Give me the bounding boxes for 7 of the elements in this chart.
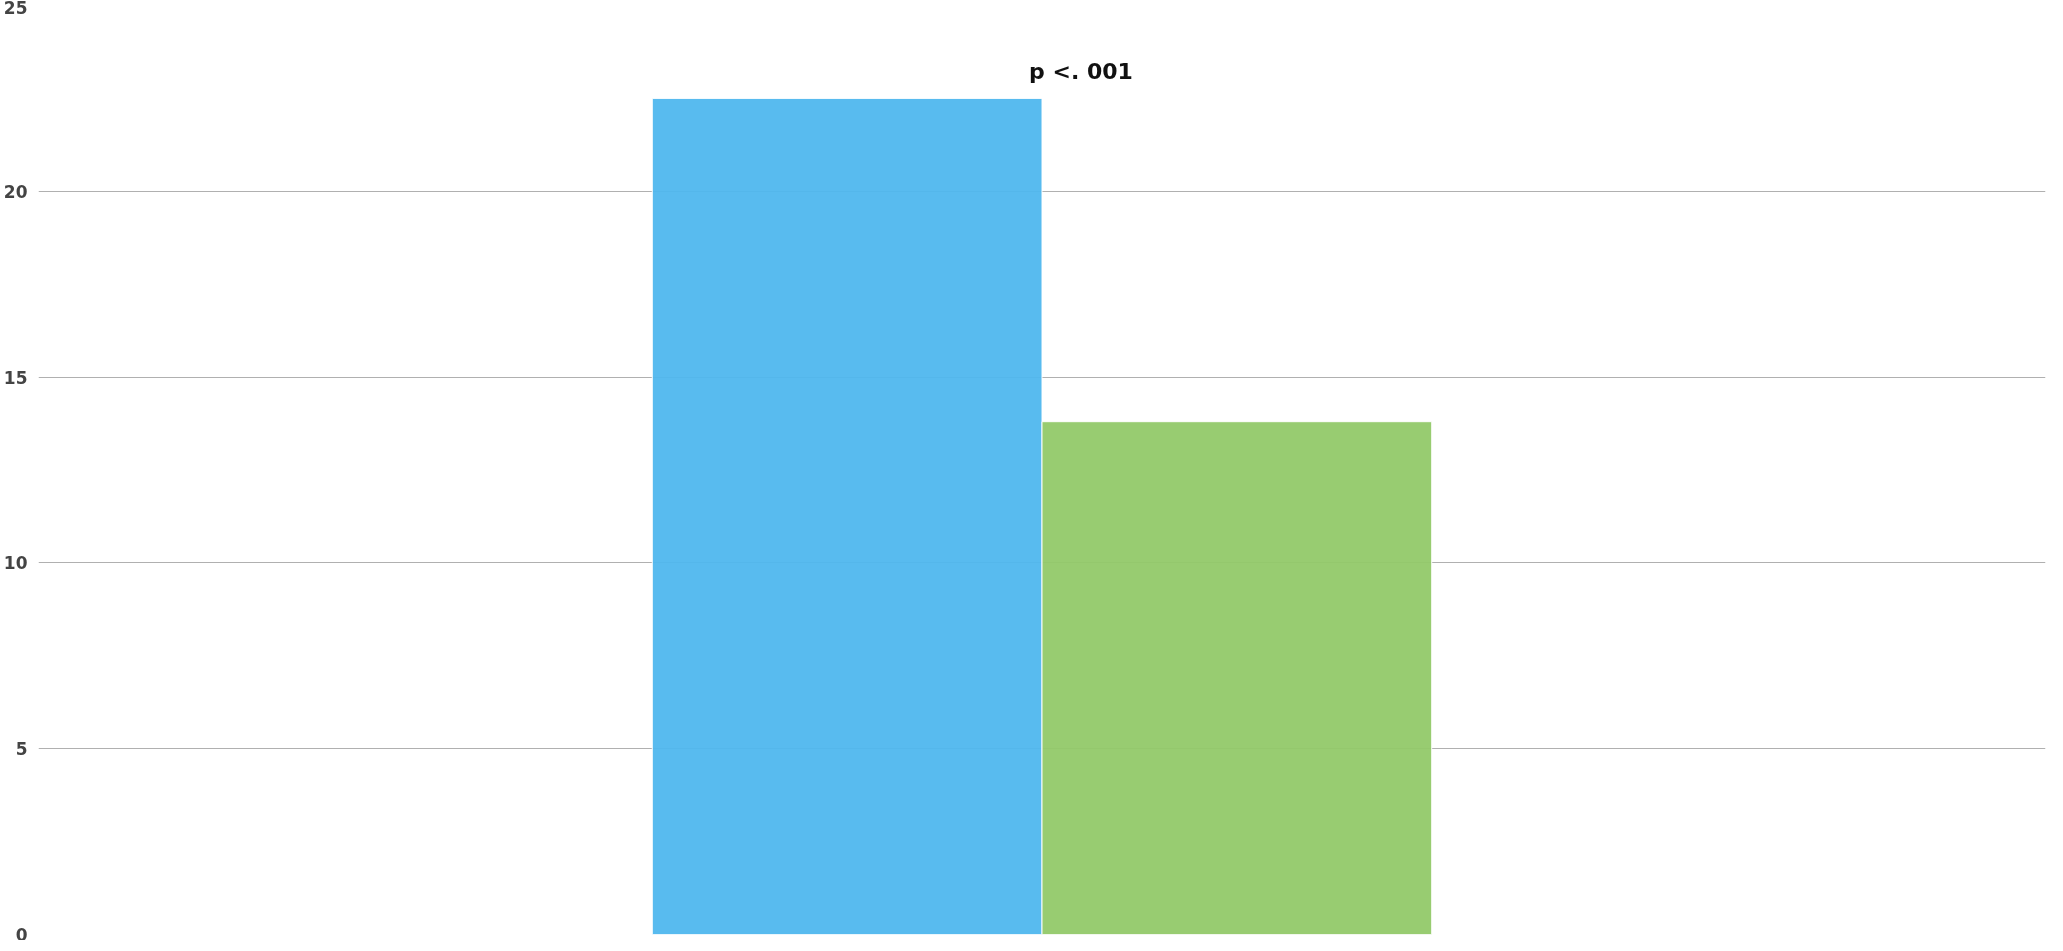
y-tick-label: 15: [3, 367, 28, 388]
y-tick-label: 5: [15, 739, 28, 760]
y-tick-label: 20: [3, 181, 28, 202]
y-tick-label: 10: [3, 553, 28, 574]
annotation: p <. 001: [1029, 59, 1133, 85]
y-tick-label: 25: [3, 0, 28, 18]
y-tick-label: 0: [15, 924, 28, 945]
